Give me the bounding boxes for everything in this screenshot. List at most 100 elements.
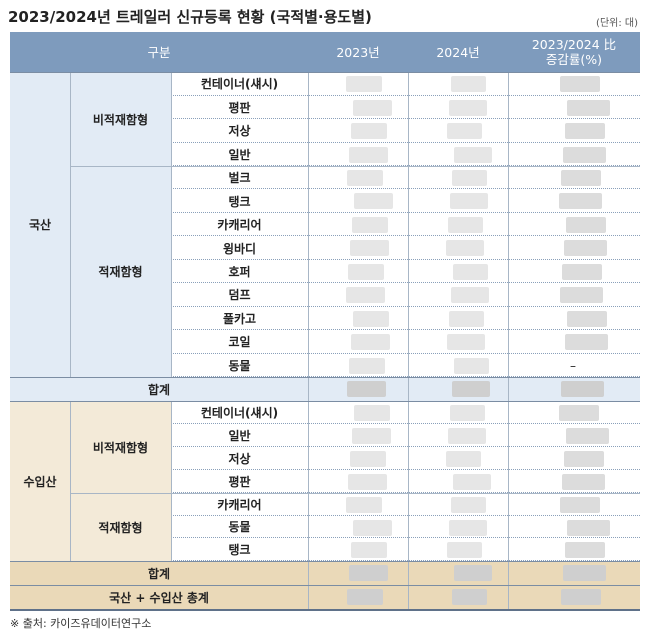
redacted-value	[447, 542, 482, 559]
item-label: 저상	[171, 447, 308, 470]
redacted-value	[351, 123, 387, 139]
item-label: 풀카고	[171, 306, 308, 331]
redacted-value	[567, 519, 610, 536]
redacted-value	[347, 170, 383, 186]
item-label: 컨테이너(섀시)	[171, 401, 308, 424]
redacted-value	[564, 240, 607, 257]
redacted-value	[349, 146, 388, 163]
row-separator	[171, 282, 640, 284]
redacted-value	[449, 310, 484, 327]
redacted-value	[564, 451, 604, 467]
imported-group-nonloading: 비적재함형	[70, 401, 171, 493]
item-label: 탱크	[171, 538, 308, 561]
redacted-value	[352, 428, 391, 444]
border-imported-total-bottom	[10, 585, 640, 586]
redacted-value	[561, 589, 601, 605]
row-separator	[171, 375, 640, 377]
row-separator	[171, 188, 640, 190]
domestic-group-nonloading: 비적재함형	[70, 72, 171, 166]
redacted-value	[565, 542, 605, 559]
row-separator	[171, 141, 640, 143]
item-label: 윙바디	[171, 236, 308, 260]
redacted-value	[447, 123, 482, 139]
row-separator	[171, 94, 640, 96]
domestic-group-loading: 적재함형	[70, 166, 171, 377]
redacted-value	[346, 497, 382, 513]
redacted-value	[347, 589, 383, 605]
redacted-value	[560, 497, 600, 513]
redacted-value	[353, 310, 389, 327]
redacted-value	[349, 565, 388, 581]
item-label: 평판	[171, 95, 308, 119]
border-group-domestic	[70, 166, 640, 167]
redacted-value	[453, 263, 488, 280]
border-domestic-bottom	[10, 377, 640, 378]
col-sep-1	[308, 72, 309, 610]
border-domestic-total-bottom	[10, 401, 640, 402]
redacted-value	[354, 193, 393, 210]
item-label: 카캐리어	[171, 493, 308, 516]
domestic-dash-value: –	[570, 359, 576, 373]
row-separator	[171, 329, 640, 331]
header-change-line2: 증감률(%)	[545, 52, 603, 67]
row-separator	[171, 423, 640, 424]
redacted-value	[450, 193, 488, 210]
redacted-value	[451, 76, 486, 92]
col-sep-3	[508, 72, 509, 610]
row-separator	[171, 305, 640, 307]
redacted-value	[566, 428, 609, 444]
redacted-value	[351, 542, 387, 559]
row-separator	[171, 118, 640, 119]
redacted-value	[449, 99, 487, 116]
redacted-value	[450, 405, 485, 421]
redacted-value	[347, 381, 386, 397]
row-separator	[171, 352, 640, 354]
redacted-value	[563, 565, 606, 581]
item-label: 일반	[171, 142, 308, 166]
redacted-value	[562, 263, 602, 280]
redacted-value	[561, 381, 604, 397]
header-category: 구분	[10, 32, 308, 72]
item-label: 일반	[171, 424, 308, 447]
border-imported-bottom	[10, 561, 640, 562]
item-label: 동물	[171, 353, 308, 377]
redacted-value	[346, 76, 382, 92]
redacted-value	[346, 287, 385, 304]
unit-label: (단위: 대)	[596, 18, 638, 29]
col-sep-b	[171, 72, 172, 377]
redacted-value	[452, 589, 487, 605]
row-separator	[171, 469, 640, 470]
redacted-value	[562, 474, 605, 490]
redacted-value	[446, 240, 484, 257]
redacted-value	[446, 451, 481, 467]
imported-subtotal: 합계	[10, 561, 308, 585]
redacted-value	[561, 170, 601, 186]
item-label: 덤프	[171, 283, 308, 307]
redacted-value	[349, 357, 385, 374]
col-sep-a	[70, 72, 71, 377]
page-title: 2023/2024년 트레일러 신규등록 현황 (국적별·용도별)	[8, 8, 372, 26]
redacted-value	[565, 123, 605, 139]
redacted-value	[353, 99, 392, 116]
redacted-value	[559, 193, 602, 210]
item-label: 호퍼	[171, 259, 308, 284]
redacted-value	[566, 216, 606, 233]
redacted-value	[350, 451, 386, 467]
border-header-bottom	[10, 72, 640, 73]
item-label: 저상	[171, 119, 308, 143]
redacted-value	[448, 216, 483, 233]
redacted-value	[453, 474, 491, 490]
col-sep-2	[408, 72, 409, 610]
row-separator	[171, 537, 640, 539]
redacted-value	[454, 565, 492, 581]
item-label: 동물	[171, 515, 308, 539]
row-separator	[171, 446, 640, 447]
redacted-value	[353, 519, 392, 536]
row-separator	[171, 211, 640, 213]
domestic-subtotal: 합계	[10, 377, 308, 401]
redacted-value	[451, 497, 486, 513]
redacted-value	[351, 334, 390, 351]
col-sep-d	[171, 401, 172, 561]
source-note: ※ 출처: 카이즈유데이터연구소	[10, 617, 152, 630]
redacted-value	[348, 263, 384, 280]
